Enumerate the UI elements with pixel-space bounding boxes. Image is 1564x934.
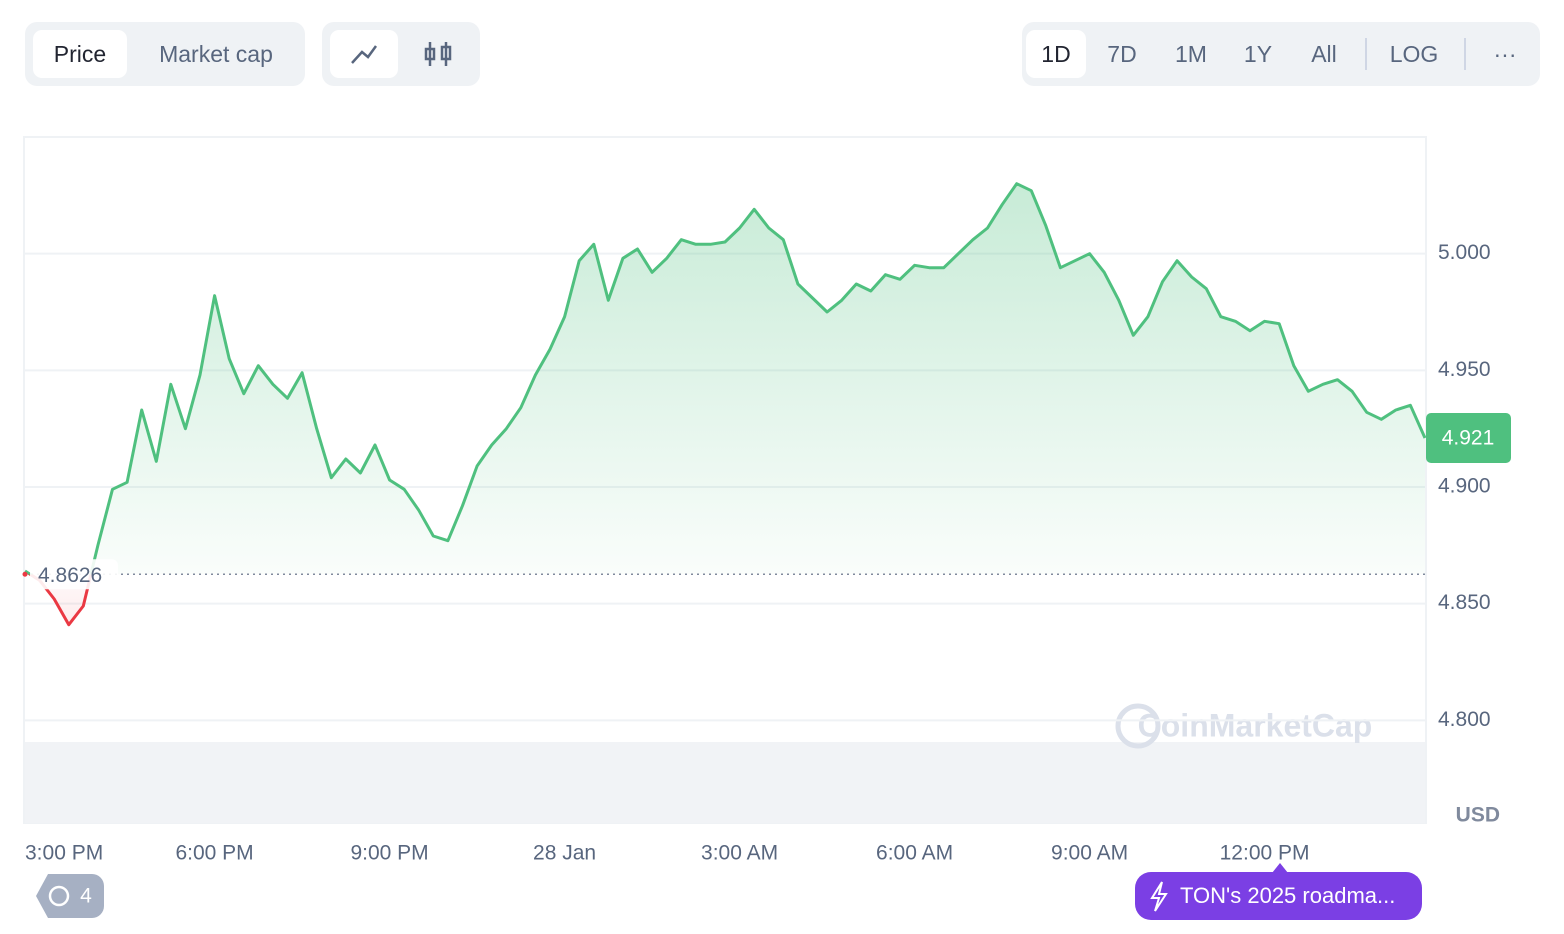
x-tick-label: 6:00 AM xyxy=(876,842,953,865)
y-tick-label: 4.950 xyxy=(1438,358,1491,381)
watermark: CoinMarketCap xyxy=(1138,707,1373,743)
news-pointer xyxy=(1272,863,1288,873)
price-line xyxy=(24,182,1427,627)
watermark-logo xyxy=(1115,703,1161,749)
candle-icon xyxy=(424,42,452,66)
line-style-button[interactable] xyxy=(330,30,398,78)
log-toggle[interactable]: LOG xyxy=(1389,41,1439,67)
tab[interactable]: Price xyxy=(33,30,127,78)
history-count: 4 xyxy=(80,885,92,908)
tab[interactable]: Market cap xyxy=(159,41,273,67)
history-badge[interactable] xyxy=(36,874,104,918)
volume-band xyxy=(25,742,1425,823)
range[interactable]: 7D xyxy=(1107,41,1137,67)
news-icon xyxy=(1150,881,1168,912)
price-area xyxy=(25,183,1425,625)
y-tick-label: 4.850 xyxy=(1438,591,1491,614)
y-tick-label: 4.900 xyxy=(1438,475,1491,498)
more-button[interactable]: ··· xyxy=(1493,41,1517,67)
current-price-label: 4.921 xyxy=(1442,427,1495,450)
x-tick-label: 12:00 PM xyxy=(1220,842,1310,865)
news-text: TON's 2025 roadma... xyxy=(1180,883,1395,908)
x-tick-label: 28 Jan xyxy=(533,842,596,865)
range[interactable]: 1D xyxy=(1026,30,1086,78)
x-tick-label: 6:00 PM xyxy=(175,842,253,865)
current-price-badge xyxy=(1426,413,1511,463)
y-unit: USD xyxy=(1456,804,1500,827)
line-icon xyxy=(351,45,378,64)
range[interactable]: All xyxy=(1311,41,1337,67)
news-badge[interactable] xyxy=(1135,872,1422,920)
x-tick-label: 9:00 PM xyxy=(350,842,428,865)
history-icon xyxy=(48,885,70,907)
metric-tabs: Price Market cap xyxy=(25,22,305,86)
reference-label-bg xyxy=(30,559,118,590)
separator xyxy=(1365,38,1367,70)
x-tick-label: 3:00 AM xyxy=(701,842,778,865)
reference-dot xyxy=(22,571,28,577)
range[interactable]: 1Y xyxy=(1243,41,1273,67)
reference-label: 4.8626 xyxy=(38,564,102,587)
separator xyxy=(1464,38,1466,70)
y-tick-label: 4.800 xyxy=(1438,708,1491,731)
y-tick-label: 5.000 xyxy=(1438,241,1491,264)
x-tick-label: 3:00 PM xyxy=(25,842,103,865)
x-tick-label: 9:00 AM xyxy=(1051,842,1128,865)
range-tabs: 1D 7D 1M 1Y All LOG ··· xyxy=(1022,22,1540,86)
candle-style-button[interactable] xyxy=(406,30,470,78)
range[interactable]: 1M xyxy=(1175,41,1207,67)
chart-style xyxy=(322,22,480,86)
